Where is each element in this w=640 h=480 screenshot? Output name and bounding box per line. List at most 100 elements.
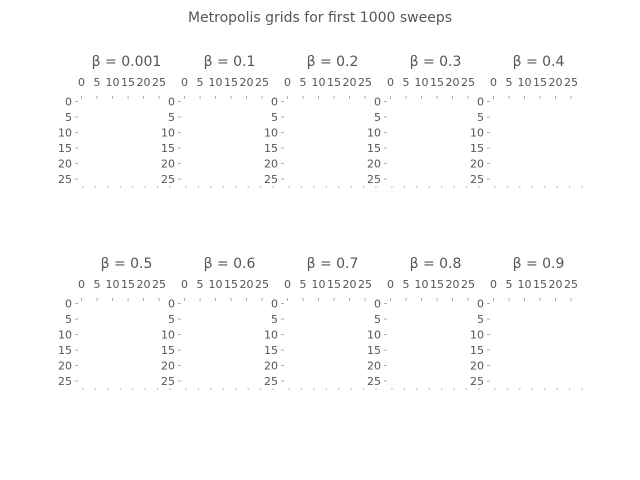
y-tick-label: 5 <box>168 111 175 124</box>
x-tick-label: 5 <box>300 76 307 89</box>
grid-dot <box>556 186 558 188</box>
y-tick-label: 25 <box>58 173 72 186</box>
grid-dot <box>313 388 315 390</box>
grid-dot <box>441 186 443 188</box>
panel-title: β = 0.7 <box>307 256 359 272</box>
x-tick-label: 0 <box>78 278 85 291</box>
y-tick-label: 0 <box>168 96 175 109</box>
y-tick-label: 0 <box>477 298 484 311</box>
grid-dot <box>568 186 571 188</box>
y-tick-label: 20 <box>161 158 175 171</box>
y-tick-label: 10 <box>367 127 381 140</box>
grid-dot <box>259 186 262 188</box>
x-tick-label: 15 <box>533 76 547 89</box>
y-tick-label: 15 <box>264 142 278 155</box>
panel-title: β = 0.1 <box>204 54 256 70</box>
x-tick-label: 10 <box>518 76 532 89</box>
y-tick-label: 0 <box>477 96 484 109</box>
grid-dot <box>338 186 340 188</box>
grid-dot <box>375 186 377 188</box>
panel-title: β = 0.3 <box>410 54 462 70</box>
x-tick-label: 25 <box>358 278 372 291</box>
x-tick-label: 0 <box>284 76 291 89</box>
x-tick-label: 5 <box>506 76 513 89</box>
y-tick-label: 15 <box>367 142 381 155</box>
y-tick-label: 0 <box>271 96 278 109</box>
grid-dot <box>288 388 290 390</box>
grid-dot <box>391 388 393 390</box>
grid-dot <box>247 186 249 188</box>
grid-dot <box>338 388 340 390</box>
y-tick-label: 10 <box>470 329 484 342</box>
grid-dot <box>544 388 546 390</box>
grid-dot <box>235 186 237 188</box>
x-tick-label: 10 <box>106 76 120 89</box>
grid-dot <box>453 186 455 188</box>
y-tick-label: 15 <box>58 142 72 155</box>
x-tick-label: 15 <box>430 278 444 291</box>
grid-dot <box>185 388 187 390</box>
grid-dot <box>222 388 224 390</box>
y-tick-label: 15 <box>161 142 175 155</box>
y-tick-label: 25 <box>161 375 175 388</box>
y-tick-label: 20 <box>367 360 381 373</box>
y-tick-label: 0 <box>374 96 381 109</box>
grid-dot <box>247 388 249 390</box>
panel-title: β = 0.4 <box>513 54 565 70</box>
grid-dot <box>531 388 533 390</box>
figure-suptitle: Metropolis grids for first 1000 sweeps <box>188 10 452 26</box>
grid-dot <box>144 388 146 390</box>
x-tick-label: 10 <box>415 76 429 89</box>
y-tick-label: 0 <box>65 298 72 311</box>
x-tick-label: 20 <box>446 278 460 291</box>
x-tick-label: 20 <box>137 76 151 89</box>
grid-dot <box>544 186 546 188</box>
y-tick-label: 20 <box>367 158 381 171</box>
y-tick-label: 15 <box>470 142 484 155</box>
x-tick-label: 5 <box>197 76 204 89</box>
y-tick-label: 10 <box>58 329 72 342</box>
x-tick-label: 15 <box>430 76 444 89</box>
grid-dot <box>325 186 327 188</box>
grid-dot <box>428 186 430 188</box>
y-tick-label: 20 <box>470 360 484 373</box>
x-tick-label: 20 <box>240 278 254 291</box>
y-tick-label: 5 <box>65 111 72 124</box>
x-tick-label: 5 <box>197 278 204 291</box>
x-tick-label: 20 <box>343 76 357 89</box>
grid-dot <box>107 186 109 188</box>
y-tick-label: 5 <box>374 313 381 326</box>
x-tick-label: 0 <box>78 76 85 89</box>
x-tick-label: 5 <box>94 278 101 291</box>
panel-title: β = 0.2 <box>307 54 359 70</box>
y-tick-label: 15 <box>58 344 72 357</box>
grid-dot <box>350 388 352 390</box>
y-tick-label: 20 <box>161 360 175 373</box>
grid-dot <box>465 388 468 390</box>
x-tick-label: 0 <box>284 278 291 291</box>
grid-dot <box>82 388 84 390</box>
grid-dot <box>362 388 365 390</box>
grid-dot <box>169 388 171 390</box>
y-tick-label: 15 <box>161 344 175 357</box>
x-tick-label: 20 <box>549 76 563 89</box>
grid-dot <box>144 186 146 188</box>
x-tick-label: 5 <box>94 76 101 89</box>
grid-dot <box>119 388 121 390</box>
y-tick-label: 25 <box>470 375 484 388</box>
grid-dot <box>478 388 480 390</box>
x-tick-label: 15 <box>224 278 238 291</box>
x-tick-label: 25 <box>255 76 269 89</box>
panel-title: β = 0.9 <box>513 256 565 272</box>
y-tick-label: 5 <box>477 111 484 124</box>
y-tick-label: 5 <box>65 313 72 326</box>
x-tick-label: 10 <box>106 278 120 291</box>
x-tick-label: 10 <box>312 76 326 89</box>
x-tick-label: 0 <box>490 278 497 291</box>
x-tick-label: 25 <box>358 76 372 89</box>
grid-dot <box>391 186 393 188</box>
